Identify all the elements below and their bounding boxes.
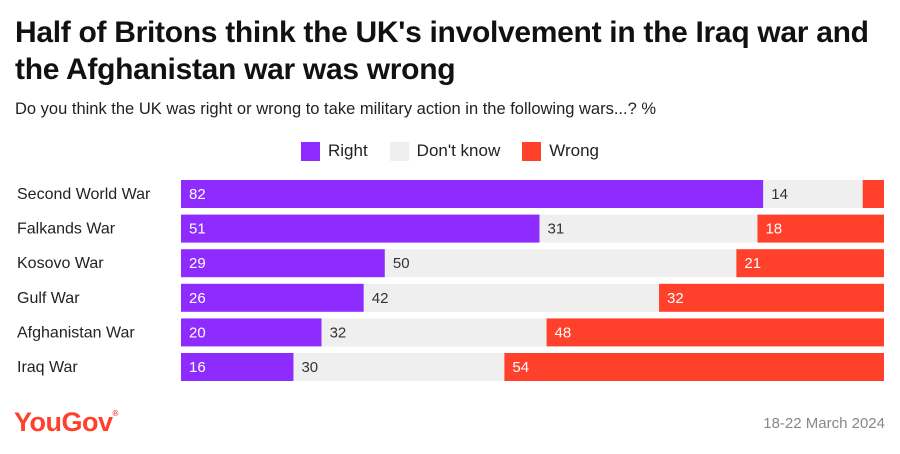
yougov-logo: YouGov® — [14, 407, 118, 438]
bar-don-t-know-iraq-war — [293, 353, 505, 381]
legend-label-dont-know: Don't know — [416, 141, 501, 160]
value-label-don-t-know-gulf-war: 42 — [372, 290, 389, 307]
value-label-right-gulf-war: 26 — [189, 290, 206, 307]
bar-wrong-gulf-war — [659, 283, 884, 312]
bar-wrong-falkands-war — [757, 214, 884, 243]
legend-label-wrong: Wrong — [549, 141, 600, 160]
chart-subtitle: Do you think the UK was right or wrong t… — [15, 100, 657, 118]
legend-label-right: Right — [327, 141, 368, 160]
legend-swatch-wrong — [522, 141, 542, 161]
bar-right-second-world-war — [181, 180, 764, 208]
fieldwork-date: 18-22 March 2024 — [763, 415, 885, 432]
value-label-wrong-afghanistan-war: 48 — [555, 324, 572, 341]
legend-swatch-right — [300, 141, 320, 161]
value-label-wrong-falkands-war: 18 — [765, 221, 782, 238]
stacked-bar-chart: Second World War 82 14 Falkands War 51 31 18 Ko… — [17, 180, 884, 381]
value-label-right-kosovo-war: 29 — [189, 255, 206, 272]
bar-don-t-know-falkands-war — [539, 214, 758, 243]
value-label-don-t-know-afghanistan-war: 32 — [330, 324, 347, 341]
value-label-don-t-know-falkands-war: 31 — [548, 221, 565, 238]
chart-title: Half of Britons think the UK's involveme… — [15, 16, 869, 86]
bar-right-afghanistan-war — [181, 318, 322, 347]
value-label-right-iraq-war: 16 — [189, 359, 206, 376]
bar-don-t-know-gulf-war — [363, 283, 660, 312]
value-label-don-t-know-second-world-war: 14 — [771, 186, 788, 203]
legend-item-right: Right — [300, 141, 368, 161]
bar-don-t-know-second-world-war — [763, 180, 863, 208]
value-label-wrong-kosovo-war: 21 — [744, 255, 761, 272]
value-label-wrong-gulf-war: 32 — [667, 290, 684, 307]
bar-right-gulf-war — [181, 283, 364, 312]
category-label-kosovo-war: Kosovo War — [17, 255, 104, 272]
value-label-right-second-world-war: 82 — [189, 186, 206, 203]
legend-swatch-dont-know — [389, 141, 409, 161]
value-label-right-falkands-war: 51 — [189, 221, 206, 238]
category-label-falkands-war: Falkands War — [17, 221, 116, 238]
logo-text: YouGov — [14, 407, 113, 437]
bar-wrong-second-world-war — [862, 180, 884, 208]
legend: Right Don't know Wrong — [0, 140, 900, 162]
category-label-iraq-war: Iraq War — [17, 359, 78, 376]
logo-mark: ® — [112, 409, 119, 418]
bar-right-iraq-war — [181, 353, 294, 381]
bar-wrong-iraq-war — [504, 353, 884, 381]
value-label-right-afghanistan-war: 20 — [189, 324, 206, 341]
bar-wrong-kosovo-war — [736, 249, 884, 278]
bar-don-t-know-kosovo-war — [384, 249, 737, 278]
category-label-second-world-war: Second World War — [17, 186, 151, 203]
category-label-gulf-war: Gulf War — [17, 290, 80, 307]
value-label-don-t-know-iraq-war: 30 — [301, 359, 318, 376]
category-label-afghanistan-war: Afghanistan War — [17, 324, 135, 341]
legend-item-wrong: Wrong — [522, 141, 599, 161]
bar-right-falkands-war — [181, 214, 540, 243]
value-label-don-t-know-kosovo-war: 50 — [393, 255, 410, 272]
legend-item-dont-know: Don't know — [389, 141, 501, 161]
bar-don-t-know-afghanistan-war — [321, 318, 547, 347]
bar-wrong-afghanistan-war — [546, 318, 884, 347]
value-label-wrong-iraq-war: 54 — [512, 359, 529, 376]
bar-right-kosovo-war — [181, 249, 385, 278]
